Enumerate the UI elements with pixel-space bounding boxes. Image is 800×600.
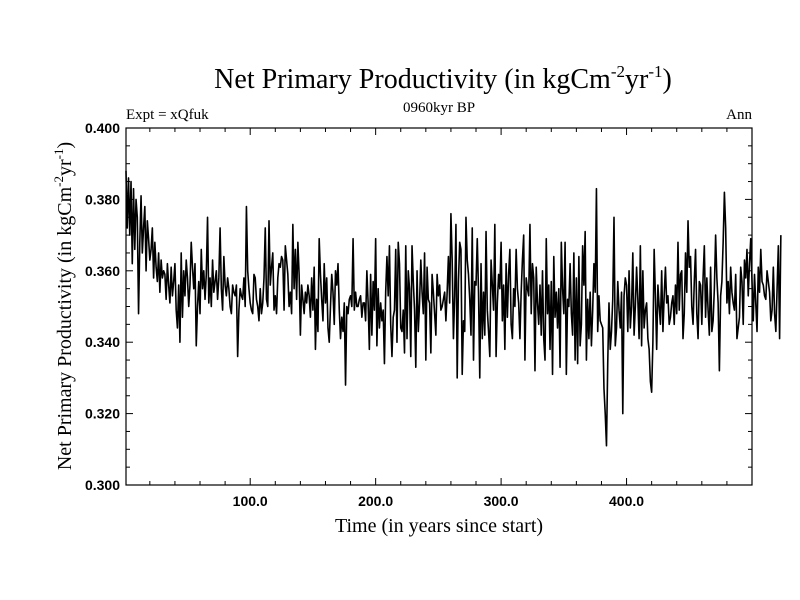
season-label: Ann bbox=[726, 107, 752, 123]
npp-series-line bbox=[125, 170, 782, 447]
y-tick-label: 0.400 bbox=[85, 120, 120, 136]
chart-title: Net Primary Productivity (in kgCm-2yr-1) bbox=[214, 62, 672, 95]
x-tick-label: 100.0 bbox=[233, 493, 268, 509]
x-tick-label: 200.0 bbox=[358, 493, 393, 509]
series-layer bbox=[125, 170, 782, 447]
x-tick-label: 300.0 bbox=[484, 493, 519, 509]
x-tick-label: 400.0 bbox=[609, 493, 644, 509]
y-tick-label: 0.340 bbox=[85, 334, 120, 350]
y-tick-label: 0.300 bbox=[85, 477, 120, 493]
experiment-label: Expt = xQfuk bbox=[126, 107, 209, 123]
y-tick-label: 0.380 bbox=[85, 191, 120, 207]
y-tick-label: 0.360 bbox=[85, 263, 120, 279]
tick-labels-layer: 100.0 200.0 300.0 400.0 0.300 0.320 0.340 0.360… bbox=[85, 120, 644, 509]
y-axis-label: Net Primary Productivity (in kgCm-2yr-1) bbox=[51, 142, 76, 470]
period-label: 0960kyr BP bbox=[403, 100, 475, 116]
y-tick-label: 0.320 bbox=[85, 406, 120, 422]
x-axis-label: Time (in years since start) bbox=[335, 515, 543, 537]
